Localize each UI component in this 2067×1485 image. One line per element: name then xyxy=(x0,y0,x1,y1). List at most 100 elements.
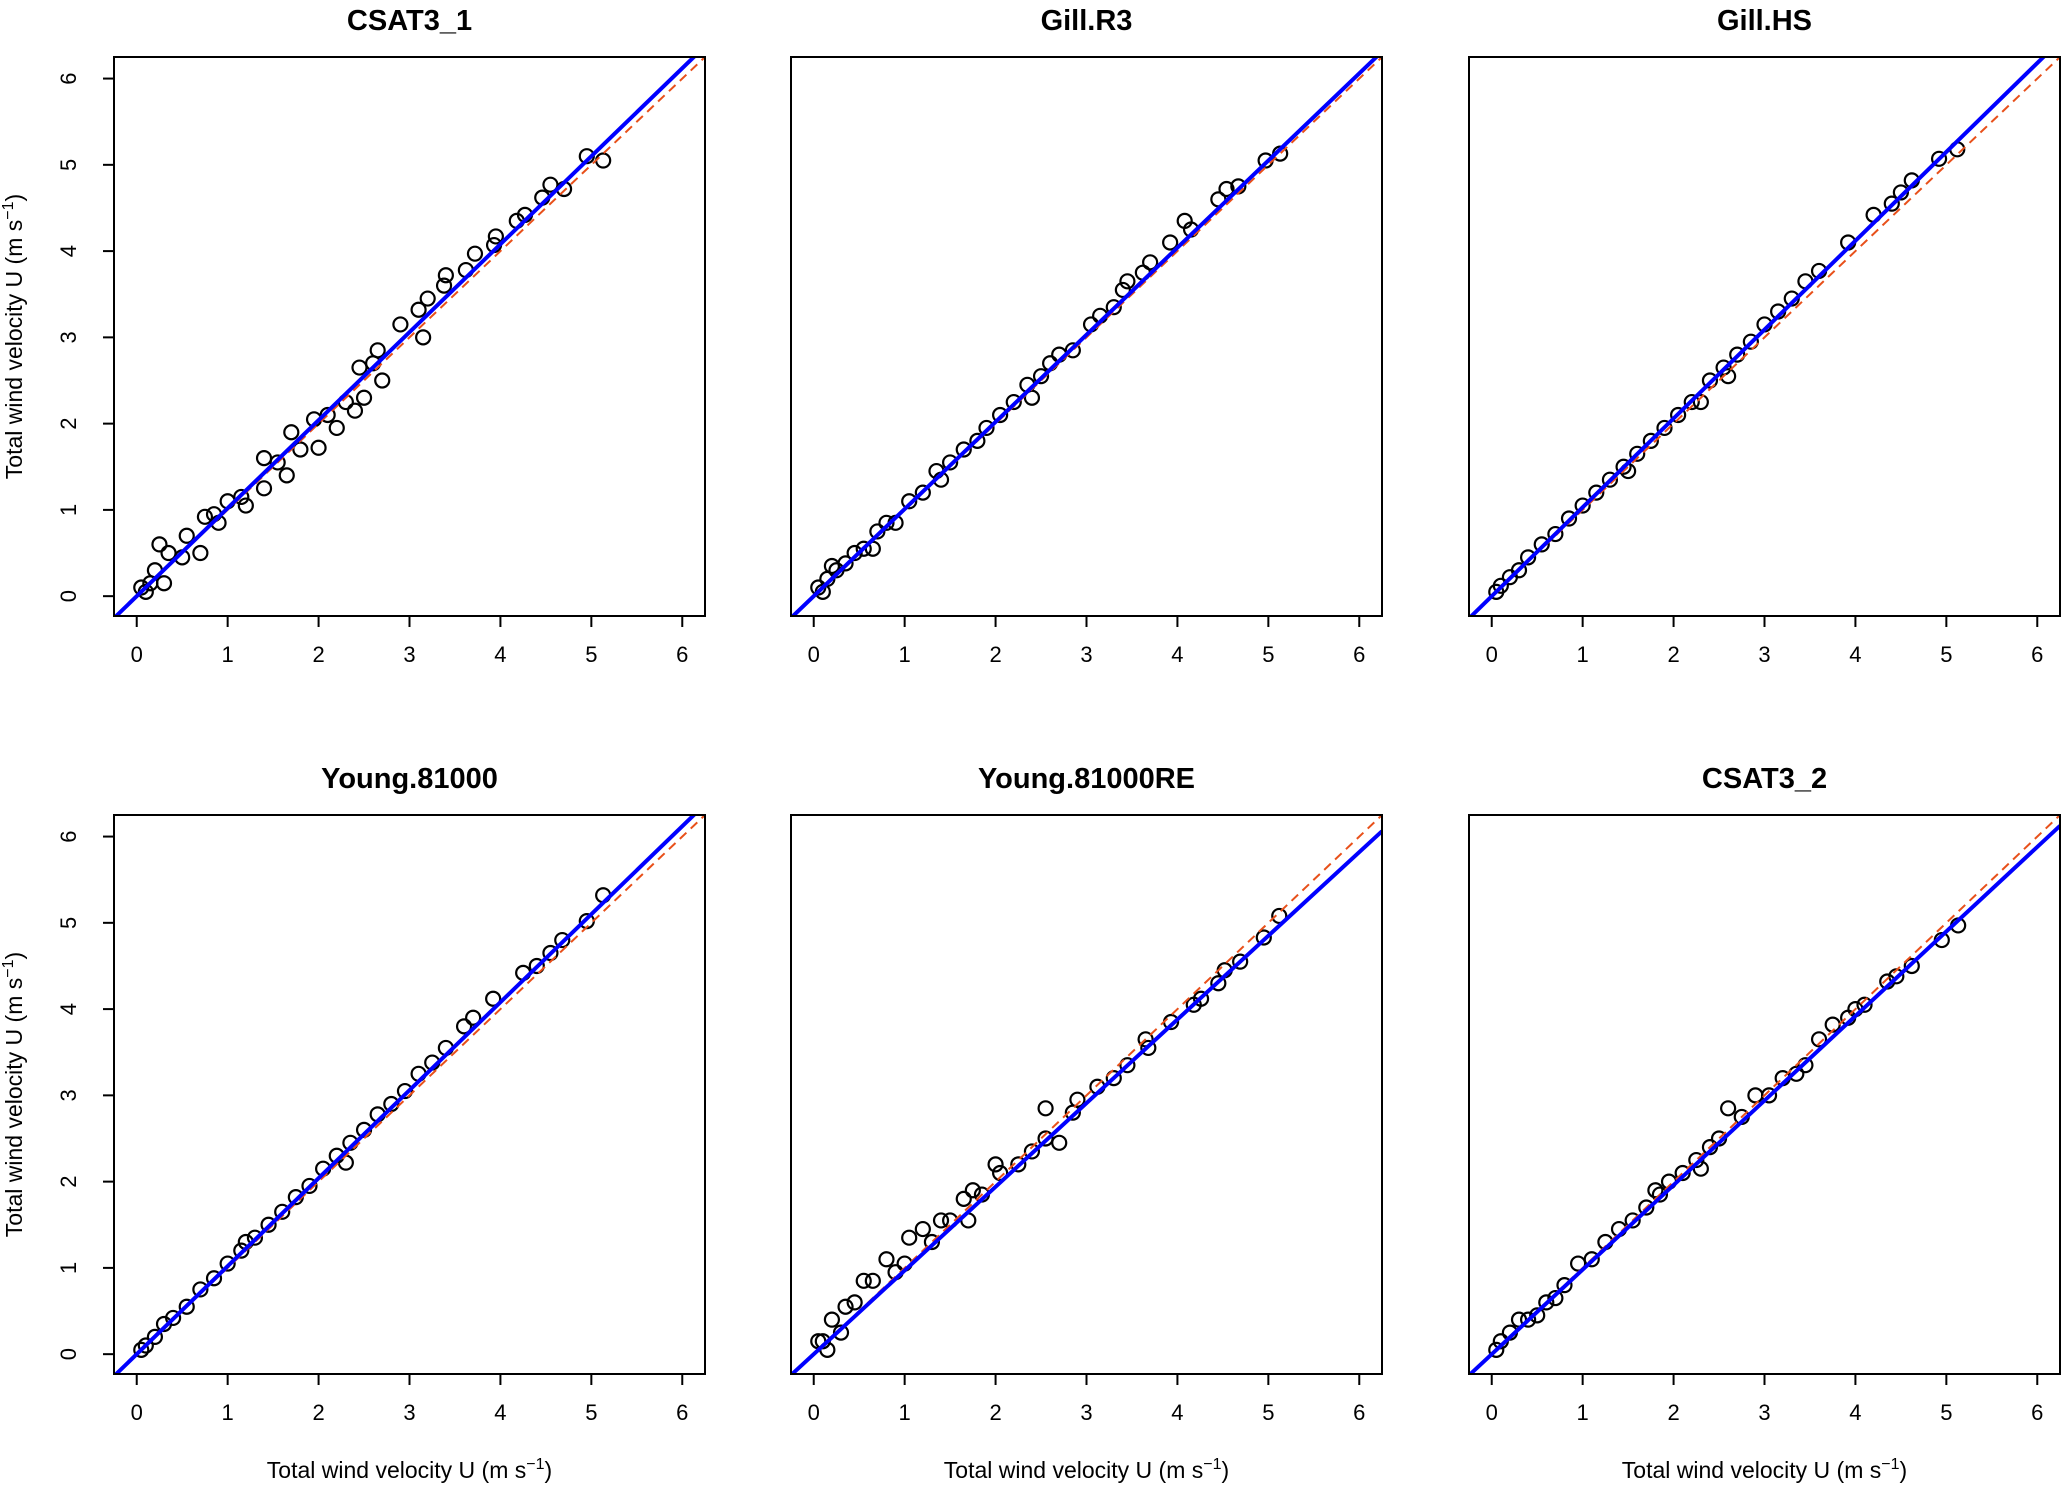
y-tick-label: 5 xyxy=(56,159,81,171)
data-point xyxy=(878,1251,895,1268)
panel-title: Gill.R3 xyxy=(1041,5,1133,37)
panel-young-81000re: Young.81000RE 0 1 2 3 4 5 6 Total wind velocity … xyxy=(790,763,1383,1483)
data-point xyxy=(1556,1277,1573,1294)
data-point xyxy=(1930,150,1948,167)
data-point xyxy=(374,372,391,389)
data-point xyxy=(1105,299,1122,316)
axis-label-superscript: −1 xyxy=(1203,1456,1221,1473)
data-point xyxy=(485,990,502,1007)
data-point xyxy=(383,1095,400,1113)
data-point xyxy=(1629,445,1646,462)
regression-fit-line xyxy=(1469,824,2060,1374)
data-point xyxy=(1519,549,1537,566)
data-point xyxy=(1529,1307,1546,1324)
axis-label-main: Total wind velocity U (m s xyxy=(1622,1457,1881,1483)
axis-label-end: ) xyxy=(1222,1457,1230,1483)
data-point xyxy=(151,536,168,553)
data-point xyxy=(178,1298,195,1315)
x-tick-label: 1 xyxy=(899,642,911,667)
y-tick-label: 6 xyxy=(56,830,81,842)
data-point xyxy=(192,544,209,562)
data-point xyxy=(955,441,972,458)
data-point xyxy=(1032,368,1050,385)
y-tick-label: 2 xyxy=(56,418,81,430)
data-point xyxy=(1005,393,1022,411)
data-point xyxy=(901,493,918,510)
data-point xyxy=(1185,996,1202,1013)
data-point xyxy=(964,1182,981,1199)
x-tick-label: 4 xyxy=(1171,1400,1183,1425)
data-point xyxy=(1538,1294,1555,1311)
data-point xyxy=(1105,1070,1122,1087)
data-point xyxy=(923,1233,941,1251)
data-point xyxy=(415,329,432,346)
data-point xyxy=(192,1281,209,1298)
reference-lines xyxy=(1469,815,2060,1374)
data-point xyxy=(255,480,273,497)
x-tick-label: 0 xyxy=(1486,642,1498,667)
data-point xyxy=(969,432,986,449)
x-tick-label: 2 xyxy=(989,642,1001,667)
data-point xyxy=(1023,1143,1041,1160)
panel-title: CSAT3_1 xyxy=(347,5,472,37)
data-point xyxy=(419,290,436,307)
x-axis-label: Total wind velocity U (m s−1) xyxy=(1622,1456,1907,1483)
data-point xyxy=(137,1337,154,1354)
data-point xyxy=(1729,346,1746,363)
data-point xyxy=(1140,1039,1157,1057)
data-point xyxy=(1519,1311,1537,1328)
axis-label-main: Total wind velocity U (m s xyxy=(267,1457,526,1483)
data-point xyxy=(255,450,273,467)
x-tick-label: 3 xyxy=(403,1400,415,1425)
x-tick-label: 1 xyxy=(222,642,234,667)
x-tick-label: 3 xyxy=(1080,1400,1092,1425)
data-point xyxy=(1856,996,1873,1013)
data-point xyxy=(914,1220,931,1238)
data-point xyxy=(410,301,427,318)
data-point xyxy=(1271,907,1288,925)
reference-lines xyxy=(114,815,705,1374)
data-point xyxy=(942,454,959,471)
x-axis-label: Total wind velocity U (m s−1) xyxy=(267,1456,552,1483)
x-tick-label: 6 xyxy=(1353,642,1365,667)
x-tick-label: 6 xyxy=(676,1400,688,1425)
x-tick-label: 4 xyxy=(1849,642,1861,667)
y-tick-label: 6 xyxy=(56,72,81,84)
data-point xyxy=(133,1341,150,1358)
x-tick-label: 2 xyxy=(1667,642,1679,667)
x-tick-label: 3 xyxy=(1758,642,1770,667)
data-point xyxy=(1651,1186,1669,1203)
data-point xyxy=(346,402,364,419)
data-point xyxy=(465,1009,482,1026)
y-tick-label: 1 xyxy=(56,1262,81,1274)
data-point xyxy=(260,1216,277,1233)
data-point xyxy=(455,1018,473,1035)
x-tick-label: 5 xyxy=(1262,1400,1274,1425)
data-point xyxy=(1547,1289,1564,1307)
data-point xyxy=(823,1311,841,1328)
data-point xyxy=(955,1190,972,1207)
x-tick-label: 6 xyxy=(2031,1400,2043,1425)
data-point xyxy=(396,1082,414,1100)
axis-label-main: Total wind velocity U (m s xyxy=(944,1457,1203,1483)
data-point xyxy=(1176,212,1193,230)
data-point xyxy=(1023,389,1041,406)
data-point xyxy=(1674,1164,1691,1182)
y-tick-label: 1 xyxy=(56,504,81,516)
data-point xyxy=(869,523,886,540)
x-tick-label: 0 xyxy=(131,642,143,667)
data-point xyxy=(437,267,454,284)
data-point xyxy=(1037,1130,1054,1147)
panel-young-81000: Young.81000 0 1 2 3 4 5 6 0 1 2 3 4 5 6 Total wind velo… xyxy=(0,763,706,1483)
y-tick-label: 4 xyxy=(56,1003,81,1015)
reference-lines xyxy=(791,57,1382,616)
x-tick-label: 1 xyxy=(222,1400,234,1425)
data-point xyxy=(1210,975,1227,992)
data-point xyxy=(1642,432,1659,449)
data-point xyxy=(292,441,309,458)
y-tick-label: 3 xyxy=(56,331,81,343)
data-point xyxy=(855,1272,872,1289)
data-point xyxy=(1683,393,1700,411)
regression-fit-line xyxy=(114,815,697,1374)
x-tick-label: 5 xyxy=(585,642,597,667)
